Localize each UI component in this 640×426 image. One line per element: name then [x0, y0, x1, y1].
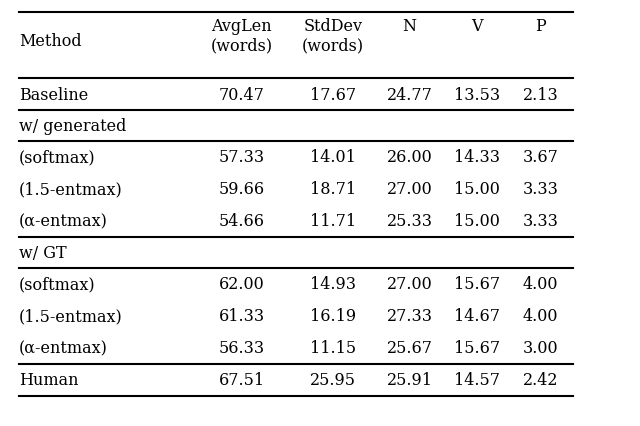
Text: 25.33: 25.33: [387, 213, 433, 230]
Text: 67.51: 67.51: [218, 371, 265, 388]
Text: 18.71: 18.71: [310, 181, 356, 198]
Text: 25.91: 25.91: [387, 371, 433, 388]
Text: (softmax): (softmax): [19, 276, 96, 292]
Text: 61.33: 61.33: [218, 308, 265, 324]
Text: 57.33: 57.33: [218, 149, 265, 166]
Text: 3.67: 3.67: [523, 149, 559, 166]
Text: 3.33: 3.33: [523, 213, 559, 230]
Text: Baseline: Baseline: [19, 86, 88, 103]
Text: AvgLen
(words): AvgLen (words): [211, 18, 273, 55]
Text: 2.13: 2.13: [523, 86, 559, 103]
Text: 3.00: 3.00: [523, 340, 559, 356]
Text: 16.19: 16.19: [310, 308, 356, 324]
Text: 11.71: 11.71: [310, 213, 356, 230]
Text: 14.93: 14.93: [310, 276, 356, 292]
Text: 70.47: 70.47: [219, 86, 264, 103]
Text: w/ GT: w/ GT: [19, 244, 67, 261]
Text: 25.67: 25.67: [387, 340, 433, 356]
Text: 4.00: 4.00: [523, 308, 559, 324]
Text: (softmax): (softmax): [19, 149, 96, 166]
Text: 15.00: 15.00: [454, 213, 500, 230]
Text: w/ generated: w/ generated: [19, 118, 127, 135]
Text: 15.00: 15.00: [454, 181, 500, 198]
Text: 15.67: 15.67: [454, 276, 500, 292]
Text: (1.5-entmax): (1.5-entmax): [19, 181, 123, 198]
Text: 27.33: 27.33: [387, 308, 433, 324]
Text: 26.00: 26.00: [387, 149, 433, 166]
Text: 17.67: 17.67: [310, 86, 356, 103]
Text: 27.00: 27.00: [387, 181, 433, 198]
Text: V: V: [471, 18, 483, 35]
Text: 15.67: 15.67: [454, 340, 500, 356]
Text: 13.53: 13.53: [454, 86, 500, 103]
Text: N: N: [403, 18, 417, 35]
Text: 24.77: 24.77: [387, 86, 433, 103]
Text: 14.33: 14.33: [454, 149, 500, 166]
Text: 4.00: 4.00: [523, 276, 559, 292]
Text: Human: Human: [19, 371, 79, 388]
Text: 14.67: 14.67: [454, 308, 500, 324]
Text: 11.15: 11.15: [310, 340, 356, 356]
Text: 25.95: 25.95: [310, 371, 356, 388]
Text: (α-entmax): (α-entmax): [19, 340, 108, 356]
Text: P: P: [536, 18, 546, 35]
Text: 2.42: 2.42: [523, 371, 559, 388]
Text: (1.5-entmax): (1.5-entmax): [19, 308, 123, 324]
Text: StdDev
(words): StdDev (words): [301, 18, 364, 55]
Text: (α-entmax): (α-entmax): [19, 213, 108, 230]
Text: 59.66: 59.66: [218, 181, 265, 198]
Text: 54.66: 54.66: [219, 213, 264, 230]
Text: 56.33: 56.33: [218, 340, 265, 356]
Text: 27.00: 27.00: [387, 276, 433, 292]
Text: 3.33: 3.33: [523, 181, 559, 198]
Text: 62.00: 62.00: [219, 276, 264, 292]
Text: Method: Method: [19, 33, 82, 50]
Text: 14.57: 14.57: [454, 371, 500, 388]
Text: 14.01: 14.01: [310, 149, 356, 166]
